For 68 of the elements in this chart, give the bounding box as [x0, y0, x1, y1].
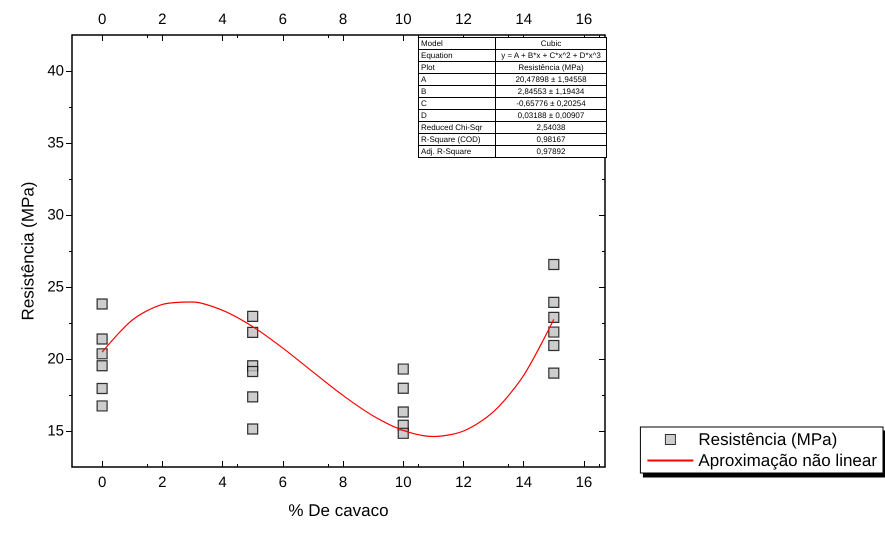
annotation: R-Square (COD) [418, 134, 496, 146]
x2-tick-label: 4 [218, 11, 227, 28]
x2-tick-label: 6 [278, 11, 287, 28]
annotation: Plot [418, 62, 496, 74]
point [398, 363, 409, 375]
legend-label: Aproximação não linear [698, 451, 878, 470]
x-axis-title: % De cavaco [288, 501, 389, 520]
x-tick-label: 4 [218, 474, 227, 491]
x2-tick-label: 0 [98, 11, 106, 28]
annotation: 0,03188 ± 0,00907 [496, 110, 606, 122]
x-tick-label: 16 [576, 474, 592, 491]
point [548, 340, 560, 352]
point [96, 360, 108, 372]
point [548, 368, 560, 379]
y-tick-label: 25 [47, 278, 64, 296]
x-tick-label: 2 [158, 474, 167, 491]
annotation: Resistência (MPa) [496, 62, 606, 74]
point [96, 348, 108, 360]
annotation: A [418, 74, 496, 86]
point [96, 400, 108, 412]
x2-tick-label: 8 [338, 11, 348, 28]
point [398, 406, 409, 418]
annotation: 20,47898 ± 1,94558 [496, 74, 606, 86]
legend-label: Resistência (MPa) [698, 430, 838, 449]
x2-tick-label: 2 [158, 11, 167, 28]
annotation: -0,65776 ± 0,20254 [496, 98, 606, 110]
x-tick-label: 14 [515, 474, 532, 491]
annotation: D [418, 110, 496, 122]
point [548, 326, 560, 338]
y-tick-label: 15 [47, 422, 64, 440]
y-axis-title: Resistência (MPa) [18, 182, 38, 320]
x-tick-label: 0 [98, 474, 106, 491]
annotation: Equation [418, 50, 496, 62]
y-tick-label: 35 [47, 134, 64, 152]
annotation: Reduced Chi-Sqr [418, 122, 496, 134]
point [247, 423, 258, 435]
point [96, 333, 108, 345]
x2-tick-label: 14 [515, 11, 532, 28]
annotation: Cubic [496, 38, 606, 50]
x-tick-label: 8 [338, 474, 348, 491]
x-tick-label: 10 [394, 474, 412, 491]
y-tick-label: 40 [47, 62, 64, 80]
annotation: 0,98167 [496, 134, 606, 146]
y-tick-label: 20 [47, 350, 64, 368]
annotation: 2,84553 ± 1,19434 [496, 86, 606, 98]
x2-tick-label: 10 [394, 11, 412, 28]
point [96, 298, 108, 310]
y-tick-label: 30 [47, 206, 64, 224]
x2-tick-label: 12 [455, 11, 472, 28]
point [96, 382, 108, 394]
point [548, 312, 560, 323]
point [548, 258, 560, 270]
annotation: Model [418, 38, 496, 50]
annotation: 2,54038 [496, 122, 606, 134]
x2-tick-label: 16 [576, 11, 592, 28]
point [247, 366, 258, 378]
annotation: Adj. R-Square [418, 146, 496, 158]
x-tick-label: 12 [455, 474, 472, 491]
annotation: 0,97892 [496, 146, 606, 158]
x-tick-label: 6 [278, 474, 287, 491]
point [398, 382, 409, 394]
point [247, 391, 258, 402]
point [247, 310, 258, 322]
point [548, 296, 560, 308]
annotation: B [418, 86, 496, 98]
annotation: C [418, 98, 496, 110]
point [247, 326, 258, 338]
annotation: y = A + B*x + C*x^2 + D*x^3 [496, 50, 606, 62]
